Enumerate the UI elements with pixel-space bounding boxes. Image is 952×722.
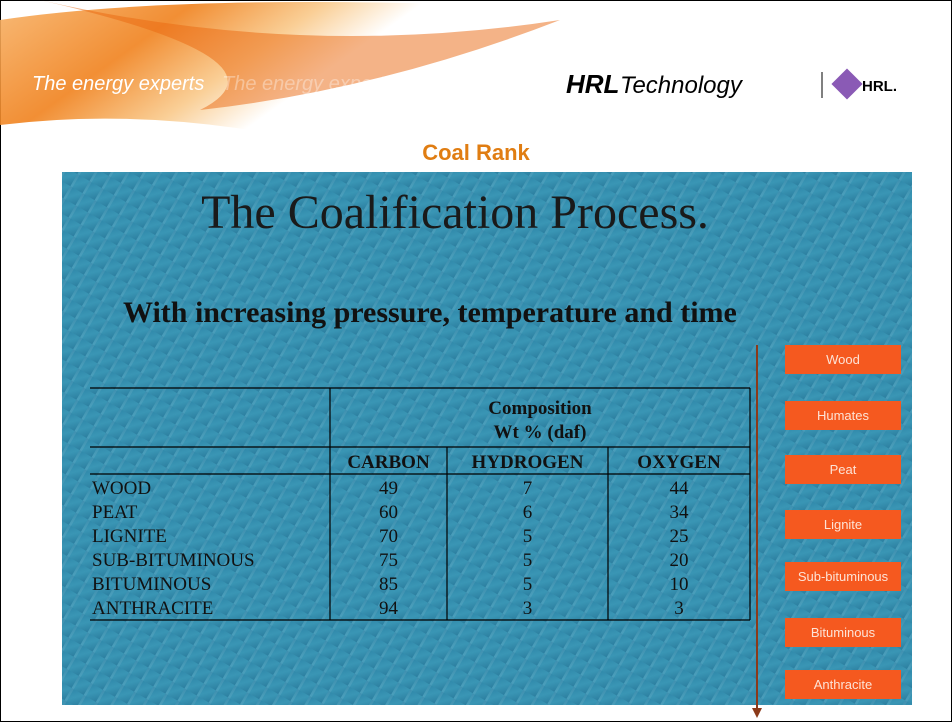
arrow-head [752, 708, 762, 718]
slide-title: The Coalification Process. [201, 186, 709, 239]
stage-label: Humates [817, 408, 870, 423]
header-swirl-accent [40, 0, 560, 110]
cell-value: 49 [379, 478, 398, 499]
stage-box [785, 401, 901, 430]
cell-value: 7 [523, 478, 533, 499]
row-label: ANTHRACITE [92, 598, 213, 619]
stage-box [785, 618, 901, 647]
stage-label: Bituminous [811, 625, 876, 640]
cell-value: 5 [523, 526, 533, 547]
cell-value: 85 [379, 574, 398, 595]
logo-badge: HRL. [862, 78, 897, 95]
slide-subtitle: With increasing pressure, temperature an… [123, 296, 737, 329]
cell-value: 20 [670, 550, 689, 571]
stage-box [785, 670, 901, 699]
stage-label: Peat [830, 462, 857, 477]
row-label: LIGNITE [92, 526, 167, 547]
column-header: OXYGEN [637, 452, 721, 473]
cell-value: 3 [523, 598, 533, 619]
cell-value: 70 [379, 526, 398, 547]
column-header: CARBON [347, 452, 430, 473]
cell-value: 10 [670, 574, 689, 595]
cell-value: 44 [670, 478, 690, 499]
cell-value: 60 [379, 502, 398, 523]
cell-value: 5 [523, 550, 533, 571]
logo-bold: HRL [566, 69, 619, 99]
slide-panel [62, 172, 912, 705]
stage-box [785, 562, 901, 591]
cell-value: 75 [379, 550, 398, 571]
stage-box [785, 455, 901, 484]
cell-value: 5 [523, 574, 533, 595]
group-header: Wt % (daf) [494, 422, 587, 443]
stage-box [785, 510, 901, 539]
stage-label: Lignite [824, 517, 862, 532]
row-label: WOOD [92, 478, 151, 499]
row-label: BITUMINOUS [92, 574, 211, 595]
group-header: Composition [488, 398, 592, 419]
stage-label: Sub-bituminous [798, 569, 889, 584]
row-label: PEAT [92, 502, 138, 523]
tagline: The energy experts [32, 73, 204, 95]
stage-label: Anthracite [814, 677, 873, 692]
section-title: Coal Rank [422, 140, 530, 165]
column-header: HYDROGEN [472, 452, 584, 473]
cell-value: 6 [523, 502, 533, 523]
cell-value: 94 [379, 598, 399, 619]
tagline-echo: The energy experts [222, 73, 394, 95]
cell-value: 34 [670, 502, 690, 523]
stage-box [785, 345, 901, 374]
logo-light: Technology [620, 72, 744, 99]
cell-value: 25 [670, 526, 689, 547]
row-label: SUB-BITUMINOUS [92, 550, 255, 571]
stage-label: Wood [826, 352, 860, 367]
cell-value: 3 [674, 598, 684, 619]
